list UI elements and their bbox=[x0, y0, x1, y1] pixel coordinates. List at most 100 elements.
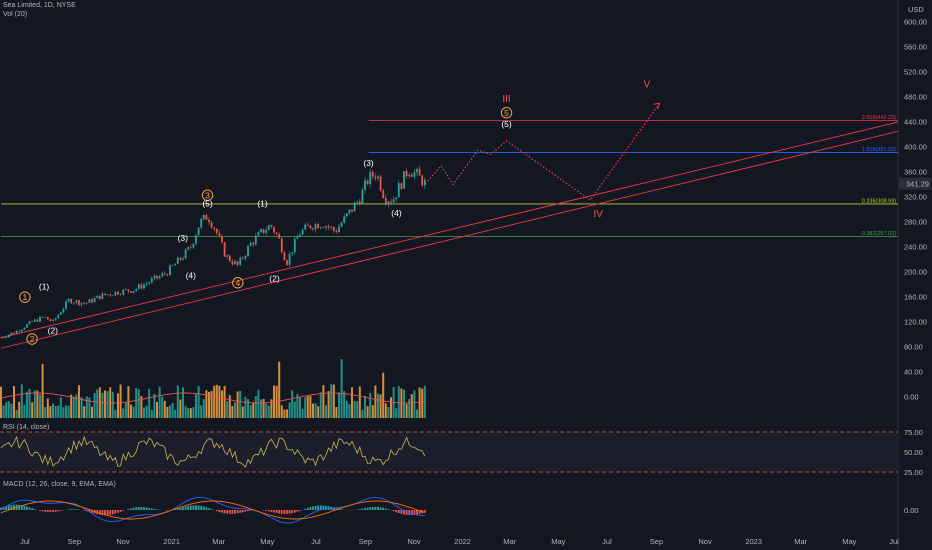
macd-histogram-bar bbox=[286, 510, 288, 514]
macd-histogram-bar bbox=[104, 510, 106, 516]
candle-body bbox=[293, 238, 296, 253]
macd-histogram-bar bbox=[366, 507, 369, 510]
fibonacci-levels[interactable]: 2.618(442.23) 1.618(391.32) 0.236(308.93) 0… bbox=[1, 115, 898, 237]
wave-circle-marker bbox=[232, 277, 244, 289]
wave-projection[interactable] bbox=[424, 102, 661, 201]
volume-bar bbox=[130, 404, 132, 418]
candle-body bbox=[80, 302, 83, 305]
candle-body bbox=[205, 214, 208, 220]
macd-histogram-bar bbox=[278, 510, 281, 514]
candle-body bbox=[226, 255, 229, 257]
macd-histogram-bar bbox=[135, 507, 138, 510]
macd-histogram-bar bbox=[392, 510, 395, 512]
candle-body bbox=[278, 234, 281, 239]
volume-bar bbox=[262, 399, 265, 418]
volume-bar bbox=[31, 402, 34, 418]
volume-bar bbox=[278, 361, 281, 418]
macd-histogram-bar bbox=[39, 510, 41, 511]
macd-histogram-bar bbox=[5, 506, 8, 510]
wave-label: (1) bbox=[257, 198, 268, 208]
candle-body bbox=[351, 209, 353, 212]
volume-bar bbox=[358, 386, 361, 418]
volume-bar bbox=[304, 397, 307, 418]
macd-histogram-bar bbox=[148, 507, 151, 510]
candle-body bbox=[195, 235, 197, 244]
price-tick-label: 200.00 bbox=[904, 268, 927, 277]
candle-body bbox=[46, 316, 49, 320]
price-tick-label: 160.00 bbox=[904, 293, 927, 302]
macd-histogram-bar bbox=[137, 507, 140, 510]
volume-bar bbox=[221, 390, 223, 418]
volume-bar bbox=[353, 400, 356, 418]
candle-body bbox=[327, 226, 330, 228]
macd-histogram-bar bbox=[114, 510, 117, 514]
volume-indicator-label[interactable]: Vol (20) bbox=[3, 11, 28, 18]
macd-histogram-bar bbox=[291, 510, 294, 514]
volume-bar bbox=[228, 395, 231, 418]
time-tick-label: Jul bbox=[311, 537, 321, 546]
price-axis[interactable]: USD 600.00 560.00 520.00 480.00 440.00 400.00 3… bbox=[899, 5, 931, 402]
volume-bar bbox=[369, 392, 372, 418]
volume-bar bbox=[187, 407, 190, 418]
macd-histogram-bar bbox=[377, 506, 379, 510]
candle-body bbox=[153, 275, 156, 279]
candle-body bbox=[228, 255, 231, 262]
volume-bar bbox=[20, 384, 23, 418]
projection-arrowhead bbox=[653, 102, 661, 110]
wave-circle-marker bbox=[201, 189, 214, 201]
macd-histogram-bar bbox=[247, 510, 249, 512]
volume-bar bbox=[314, 403, 317, 418]
macd-histogram-bar bbox=[119, 510, 122, 512]
macd-histogram-bar bbox=[387, 509, 390, 510]
candle-body bbox=[91, 299, 93, 303]
macd-histogram-bar bbox=[395, 510, 398, 513]
fib-level-label: 0.382(257.02) bbox=[862, 231, 896, 237]
macd-histogram-bar bbox=[109, 510, 112, 515]
last-price-label: 341.29 bbox=[906, 180, 929, 189]
volume-bar bbox=[122, 408, 125, 418]
rsi-indicator-label[interactable]: RSI (14, close) bbox=[3, 424, 50, 431]
volume-bar bbox=[348, 404, 351, 418]
volume-bar bbox=[340, 359, 343, 418]
macd-indicator-label[interactable]: MACD (12, 26, close, 9, EMA, EMA) bbox=[3, 481, 116, 488]
time-axis[interactable]: Jul Sep Nov 2021 Mar May Jul Sep Nov 2022 Mar May Ju… bbox=[20, 537, 899, 546]
macd-histogram-bar bbox=[150, 508, 153, 510]
volume-bar bbox=[291, 390, 294, 418]
volume-moving-average bbox=[0, 392, 425, 404]
wave-projection-path bbox=[424, 102, 661, 201]
volume-bar bbox=[153, 393, 156, 418]
candle-body bbox=[408, 174, 411, 177]
volume-bar bbox=[49, 406, 52, 418]
time-tick-label: May bbox=[842, 537, 856, 546]
candle-body bbox=[249, 242, 252, 247]
macd-histogram-bar bbox=[218, 510, 221, 512]
candle-body bbox=[273, 226, 275, 233]
candle-body bbox=[223, 242, 226, 257]
candle-body bbox=[202, 214, 205, 220]
time-tick-label: Jul bbox=[889, 537, 899, 546]
candle-body bbox=[345, 213, 348, 217]
candle-body bbox=[254, 235, 257, 245]
volume-bar bbox=[267, 405, 270, 418]
candle-body bbox=[98, 295, 101, 300]
trendlines[interactable] bbox=[0, 121, 899, 349]
volume-bar bbox=[70, 394, 73, 418]
candle-body bbox=[416, 168, 418, 173]
macd-histogram-bar bbox=[132, 507, 135, 510]
wave-label: (5) bbox=[202, 198, 213, 208]
volume-bar bbox=[137, 389, 140, 418]
time-tick-label: Nov bbox=[407, 537, 421, 546]
candle-body bbox=[161, 273, 164, 277]
macd-histogram-bar bbox=[200, 505, 203, 510]
volume-bar bbox=[371, 405, 374, 418]
wave-circle-marker bbox=[19, 291, 31, 303]
candle-body bbox=[67, 298, 70, 302]
candle-body bbox=[0, 337, 2, 339]
volume-bars bbox=[0, 359, 426, 418]
candle-body bbox=[179, 257, 182, 260]
volume-bar bbox=[205, 390, 208, 418]
macd-histogram-bar bbox=[265, 510, 268, 511]
macd-histogram-bar bbox=[7, 505, 10, 510]
macd-histogram-bar bbox=[361, 508, 364, 510]
